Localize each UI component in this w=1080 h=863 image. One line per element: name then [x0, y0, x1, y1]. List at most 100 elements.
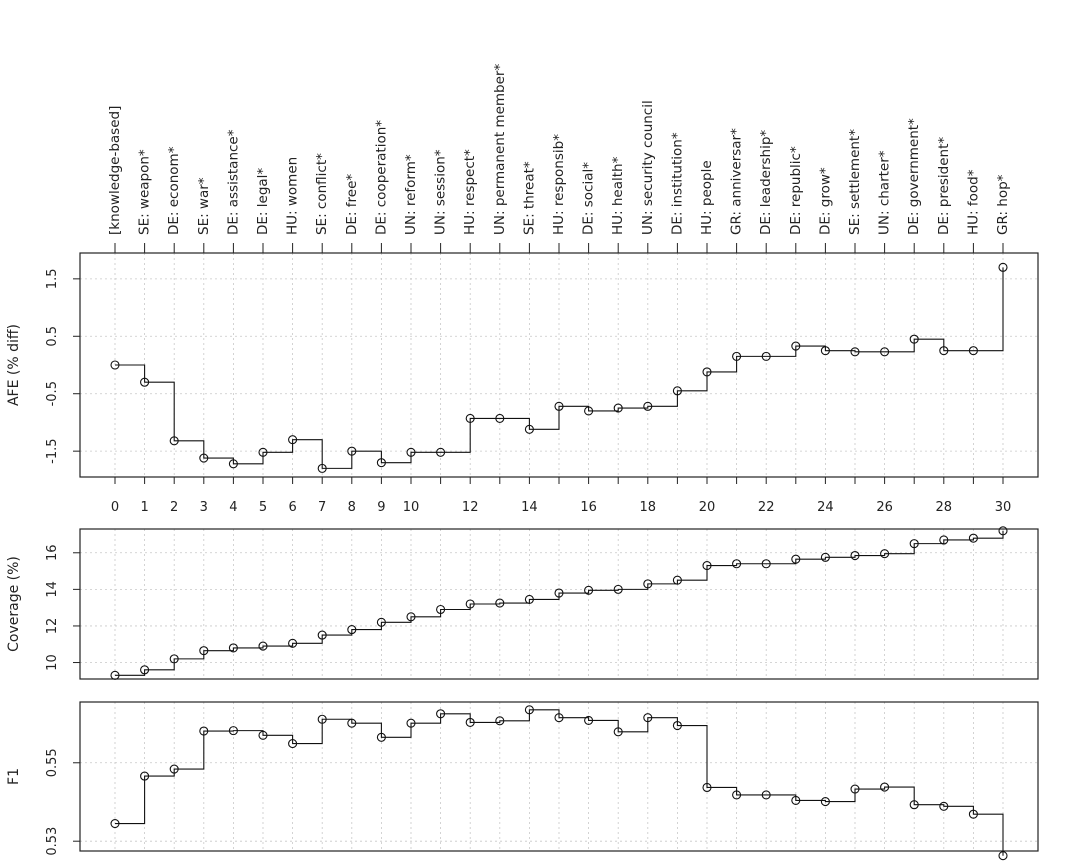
- data-point: [702, 367, 712, 377]
- data-point: [465, 413, 475, 423]
- series-step-line: [115, 530, 1004, 676]
- x-tick-label: 20: [699, 500, 716, 515]
- data-point: [761, 351, 771, 361]
- x-tick-label: 28: [936, 500, 953, 515]
- data-point: [110, 360, 120, 370]
- x-tick-label: 10: [403, 500, 420, 515]
- data-point: [288, 739, 298, 749]
- data-point: [199, 646, 209, 656]
- data-point: [968, 533, 978, 543]
- data-point: [465, 599, 475, 609]
- x-tick-label: 3: [200, 500, 208, 515]
- data-point: [288, 435, 298, 445]
- x-tick-label: 4: [229, 500, 237, 515]
- data-point: [850, 784, 860, 794]
- data-point: [258, 447, 268, 457]
- data-point: [820, 346, 830, 356]
- y-tick-label: -1.5: [45, 438, 60, 463]
- data-point: [880, 782, 890, 792]
- data-point: [643, 713, 653, 723]
- data-point: [110, 670, 120, 680]
- data-point: [998, 851, 1008, 861]
- feature-label: DE: grow*: [817, 167, 833, 235]
- feature-label: SE: war*: [196, 177, 212, 235]
- data-point: [436, 604, 446, 615]
- data-point: [554, 713, 564, 723]
- x-tick-label: 30: [995, 500, 1012, 515]
- data-point: [584, 406, 594, 416]
- data-point: [968, 346, 978, 356]
- x-tick-label: 9: [377, 500, 385, 515]
- data-point: [761, 790, 771, 800]
- data-point: [317, 630, 327, 640]
- data-point: [613, 727, 623, 737]
- y-tick-label: -0.5: [45, 381, 60, 406]
- feature-label: UN: permanent member*: [492, 64, 508, 235]
- feature-label: HU: respect*: [462, 149, 478, 235]
- y-tick-label: 0.5: [45, 326, 60, 347]
- data-point: [258, 730, 268, 740]
- data-point: [584, 715, 594, 725]
- data-point: [643, 579, 653, 589]
- data-point: [732, 559, 742, 569]
- data-point: [909, 539, 919, 549]
- feature-label: DE: assistance*: [225, 129, 241, 235]
- data-point: [169, 436, 179, 446]
- data-point: [909, 334, 919, 344]
- panel-frame: [79, 701, 1039, 852]
- data-point: [998, 526, 1008, 536]
- feature-label: DE: legal*: [255, 168, 271, 235]
- feature-label: DE: econom*: [166, 146, 182, 235]
- x-tick-label: 8: [348, 500, 356, 515]
- data-point: [495, 413, 505, 423]
- data-point: [820, 552, 830, 562]
- x-tick-label: 5: [259, 500, 267, 515]
- x-tick-label: 0: [111, 500, 119, 515]
- feature-label: UN: session*: [433, 149, 449, 235]
- feature-label: DE: republic*: [788, 146, 804, 235]
- feature-label: UN: security council: [640, 100, 656, 235]
- data-point: [584, 585, 594, 595]
- feature-label: DE: cooperation*: [373, 120, 389, 235]
- x-tick-label: 18: [640, 500, 657, 515]
- x-tick-label: 6: [288, 500, 296, 515]
- feature-label: SE: conflict*: [314, 153, 330, 235]
- data-point: [228, 643, 238, 653]
- data-point: [258, 641, 268, 651]
- series-step-line: [115, 267, 1004, 469]
- x-tick-label: 7: [318, 500, 326, 515]
- data-point: [376, 617, 386, 627]
- data-point: [406, 718, 416, 728]
- feature-label: HU: people: [699, 160, 715, 235]
- data-point: [317, 714, 327, 724]
- y-tick-label: 1.5: [45, 269, 60, 290]
- data-point: [939, 801, 949, 811]
- data-point: [495, 716, 505, 726]
- data-point: [140, 771, 150, 781]
- feature-label: UN: charter*: [877, 150, 893, 235]
- y-tick-label: 0.53: [45, 827, 60, 856]
- data-point: [376, 458, 386, 468]
- feature-label: SE: settlement*: [847, 129, 863, 235]
- feature-label: DE: institution*: [669, 132, 685, 235]
- data-point: [998, 262, 1008, 272]
- data-point: [199, 453, 209, 463]
- feature-label: DE: president*: [936, 137, 952, 235]
- data-point: [317, 463, 327, 473]
- x-tick-label: 2: [170, 500, 178, 515]
- data-point: [702, 561, 712, 571]
- data-point: [465, 717, 475, 727]
- data-point: [406, 612, 416, 622]
- data-point: [554, 401, 564, 411]
- data-point: [732, 351, 742, 361]
- data-point: [880, 347, 890, 357]
- y-tick-label: 12: [45, 618, 60, 635]
- data-point: [613, 403, 623, 413]
- data-point: [347, 718, 357, 728]
- data-point: [791, 554, 801, 564]
- data-point: [495, 598, 505, 608]
- data-point: [672, 386, 682, 396]
- x-tick-label: 1: [140, 500, 148, 515]
- x-tick-label: 22: [758, 500, 775, 515]
